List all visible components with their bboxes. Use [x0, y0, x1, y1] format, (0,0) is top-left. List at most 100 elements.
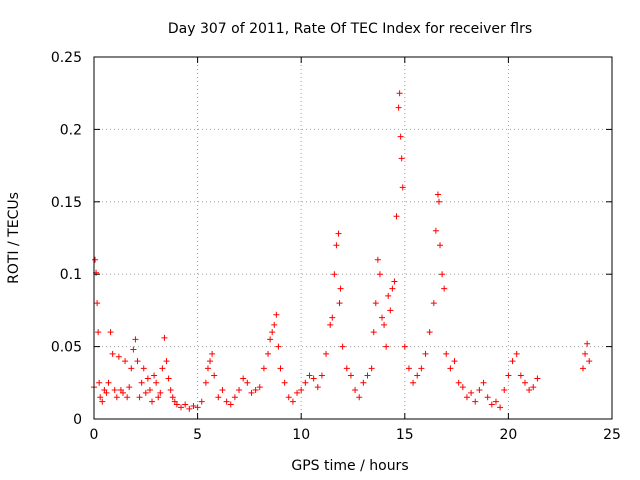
data-point	[105, 379, 112, 386]
data-point	[418, 365, 425, 372]
data-point	[459, 384, 466, 391]
data-point	[356, 394, 363, 401]
data-point	[432, 227, 439, 234]
data-point	[337, 285, 344, 292]
data-point	[219, 387, 226, 394]
y-tick-label: 0.15	[51, 195, 82, 211]
data-point	[336, 300, 343, 307]
data-point	[157, 389, 164, 396]
x-tick-label: 10	[292, 427, 310, 443]
data-point	[521, 379, 528, 386]
data-point	[534, 375, 541, 382]
data-point	[501, 387, 508, 394]
data-point	[149, 398, 156, 405]
data-point	[314, 384, 321, 391]
data-point	[138, 379, 145, 386]
data-point	[136, 394, 143, 401]
data-points	[91, 90, 593, 412]
data-point	[109, 350, 116, 357]
data-point	[451, 358, 458, 365]
data-point	[244, 379, 251, 386]
data-point	[584, 340, 591, 347]
data-point	[582, 350, 589, 357]
x-tick-label: 0	[90, 427, 99, 443]
data-point	[182, 401, 189, 408]
data-point	[463, 394, 470, 401]
plot-frame	[93, 56, 613, 420]
data-point	[513, 350, 520, 357]
data-point	[586, 358, 593, 365]
data-point	[435, 198, 442, 205]
y-tick-label: 0.05	[51, 340, 82, 356]
data-point	[227, 401, 234, 408]
data-point	[269, 329, 276, 336]
data-point	[434, 191, 441, 198]
data-point	[134, 358, 141, 365]
x-axis-label: GPS time / hours	[291, 458, 408, 474]
data-point	[281, 379, 288, 386]
data-point	[215, 394, 222, 401]
data-point	[329, 314, 336, 321]
data-point	[126, 384, 133, 391]
data-point	[352, 387, 359, 394]
data-point	[398, 155, 405, 162]
data-point	[376, 271, 383, 278]
data-point	[393, 213, 400, 220]
data-point	[124, 394, 131, 401]
data-point	[318, 372, 325, 379]
data-point	[488, 401, 495, 408]
grid-lines	[94, 57, 612, 419]
data-point	[271, 321, 278, 328]
data-point	[153, 379, 160, 386]
data-point	[480, 379, 487, 386]
data-point	[447, 365, 454, 372]
data-point	[472, 398, 479, 405]
data-point	[96, 379, 103, 386]
data-point	[151, 372, 158, 379]
data-point	[260, 365, 267, 372]
data-point	[240, 375, 247, 382]
data-point	[360, 379, 367, 386]
data-point	[122, 358, 129, 365]
y-tick-label: 0.2	[60, 122, 82, 138]
data-point	[391, 278, 398, 285]
data-point	[405, 365, 412, 372]
y-tick-label: 0.1	[60, 267, 82, 283]
data-point	[103, 389, 110, 396]
data-point	[130, 346, 137, 353]
data-point	[310, 375, 317, 382]
data-point	[379, 314, 386, 321]
data-point	[298, 387, 305, 394]
data-point	[248, 389, 255, 396]
data-point	[173, 401, 180, 408]
data-point	[163, 358, 170, 365]
data-point	[223, 398, 230, 405]
data-point	[426, 329, 433, 336]
x-tick-labels: 0 5 10 15 20 25	[90, 427, 621, 443]
data-point	[439, 271, 446, 278]
data-point	[256, 384, 263, 391]
data-point	[455, 379, 462, 386]
x-tick-label: 20	[499, 427, 517, 443]
data-point	[99, 398, 106, 405]
data-point	[289, 398, 296, 405]
data-point	[509, 358, 516, 365]
data-point	[211, 372, 218, 379]
data-point	[92, 256, 99, 263]
x-tick-label: 25	[603, 427, 621, 443]
data-point	[94, 300, 101, 307]
y-tick-label: 0.25	[51, 50, 82, 66]
data-point	[381, 321, 388, 328]
data-point	[275, 343, 282, 350]
data-point	[207, 358, 214, 365]
data-point	[430, 300, 437, 307]
y-tick-labels: 0 0.05 0.1 0.15 0.2 0.25	[51, 50, 82, 428]
data-point	[410, 379, 417, 386]
data-point	[231, 394, 238, 401]
data-point	[236, 387, 243, 394]
data-point	[374, 256, 381, 263]
data-point	[530, 384, 537, 391]
data-point	[186, 405, 193, 412]
data-point	[327, 321, 334, 328]
data-point	[202, 379, 209, 386]
